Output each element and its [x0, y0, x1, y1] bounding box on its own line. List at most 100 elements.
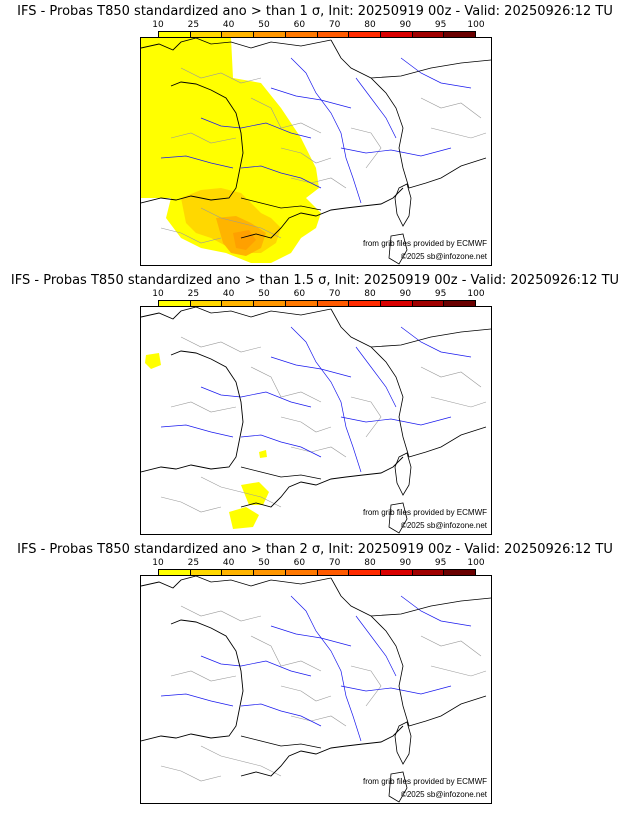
colorbar-tick-label: 50 — [258, 20, 270, 30]
colorbar-swatch — [380, 301, 413, 307]
country-border — [370, 328, 491, 348]
country-border — [195, 38, 332, 49]
colorbar-ticks: 10 25 40 50 60 70 80 90 95 100 — [152, 289, 484, 299]
colorbar-tick-label: 100 — [467, 20, 485, 30]
country-border — [240, 735, 322, 749]
colorbar-tick-label: 80 — [364, 20, 376, 30]
admin-boundary — [200, 745, 282, 777]
colorbar-tick-label: 25 — [187, 20, 200, 30]
admin-boundary — [180, 67, 262, 84]
colorbar-tick-label: 90 — [399, 20, 412, 30]
probability-area — [229, 507, 259, 529]
admin-boundary — [180, 336, 262, 353]
colorbar-tick-label: 80 — [364, 558, 376, 568]
panel-title: IFS - Probas T850 standardized ano > tha… — [10, 273, 620, 288]
colorbar-swatch — [222, 301, 255, 307]
country-border — [408, 426, 487, 458]
sardinia-island — [388, 502, 408, 534]
colorbar-tick-label: 80 — [364, 289, 376, 299]
river — [270, 625, 352, 647]
admin-boundary — [170, 132, 237, 144]
country-border — [330, 308, 410, 458]
river — [290, 595, 362, 742]
country-border — [408, 157, 487, 189]
colorbar-tick-label: 50 — [258, 289, 270, 299]
map-svg — [141, 576, 491, 803]
colorbar-tick-label: 60 — [293, 20, 306, 30]
river — [240, 165, 322, 189]
probability-map: from grib files provided by ECMWF ©2025 … — [140, 575, 492, 804]
admin-boundary — [420, 635, 482, 657]
coastline — [240, 725, 404, 777]
river — [355, 615, 397, 677]
river — [355, 346, 397, 408]
credit-copyright: ©2025 sb@infozone.net — [400, 252, 487, 261]
colorbar-tick-label: 10 — [152, 558, 164, 568]
colorbar-tick-label: 10 — [152, 289, 164, 299]
colorbar-swatch — [317, 570, 350, 576]
country-border — [330, 577, 410, 727]
colorbar-tick-label: 70 — [328, 20, 341, 30]
panel-title: IFS - Probas T850 standardized ano > tha… — [17, 4, 613, 19]
river — [290, 326, 362, 473]
colorbar-swatch — [412, 301, 445, 307]
colorbar-tick-label: 40 — [222, 289, 235, 299]
river — [340, 147, 452, 157]
river — [400, 326, 472, 358]
colorbar-tick-label: 40 — [222, 558, 235, 568]
admin-boundary — [350, 665, 382, 707]
colorbar-swatch — [380, 570, 413, 576]
river — [240, 434, 322, 458]
colorbar-swatch — [380, 32, 413, 38]
colorbar-swatch — [222, 570, 255, 576]
admin-boundary — [280, 147, 332, 164]
forecast-panel-3: IFS - Probas T850 standardized ano > tha… — [0, 542, 630, 812]
colorbar-swatch — [412, 32, 445, 38]
river — [340, 685, 452, 695]
admin-boundary — [200, 476, 282, 508]
admin-boundary — [250, 97, 322, 134]
colorbar-swatch — [317, 32, 350, 38]
admin-boundary — [170, 401, 237, 413]
probability-area — [241, 482, 269, 505]
admin-boundary — [430, 665, 487, 677]
colorbar-ticks: 10 25 40 50 60 70 80 90 95 100 — [152, 20, 484, 30]
river — [400, 595, 472, 627]
colorbar-swatch — [190, 570, 223, 576]
colorbar-swatch — [444, 32, 476, 38]
probability-area — [145, 353, 161, 369]
colorbar-swatch — [285, 570, 318, 576]
colorbar-swatch — [222, 32, 255, 38]
probability-area — [233, 230, 256, 250]
colorbar-swatch — [159, 301, 191, 307]
panel-title: IFS - Probas T850 standardized ano > tha… — [17, 542, 613, 557]
probability-map: from grib files provided by ECMWF ©2025 … — [140, 37, 492, 266]
colorbar-swatch — [159, 32, 191, 38]
river — [160, 155, 234, 169]
colorbar-ticks: 10 25 40 50 60 70 80 90 95 100 — [152, 558, 484, 568]
colorbar-swatch — [317, 301, 350, 307]
country-border — [408, 695, 487, 727]
colorbar-swatch — [412, 570, 445, 576]
colorbar-tick-label: 60 — [293, 558, 306, 568]
admin-boundary — [160, 765, 222, 782]
colorbar-swatch — [190, 32, 223, 38]
river — [240, 703, 322, 727]
sardinia-island — [388, 771, 408, 803]
river — [160, 424, 234, 438]
coastline — [141, 307, 244, 473]
colorbar-swatch — [254, 32, 286, 38]
admin-boundary — [350, 127, 382, 169]
corsica-island — [394, 452, 412, 496]
country-border — [330, 39, 410, 189]
admin-boundary — [170, 670, 237, 682]
admin-boundary — [290, 446, 347, 458]
country-border — [370, 59, 491, 79]
admin-boundary — [350, 396, 382, 438]
map-svg — [141, 38, 491, 265]
colorbar-swatch — [285, 301, 318, 307]
credit-source: from grib files provided by ECMWF — [362, 508, 487, 517]
colorbar-tick-label: 95 — [434, 20, 447, 30]
credit-copyright: ©2025 sb@infozone.net — [400, 521, 487, 530]
colorbar-swatch — [444, 301, 476, 307]
